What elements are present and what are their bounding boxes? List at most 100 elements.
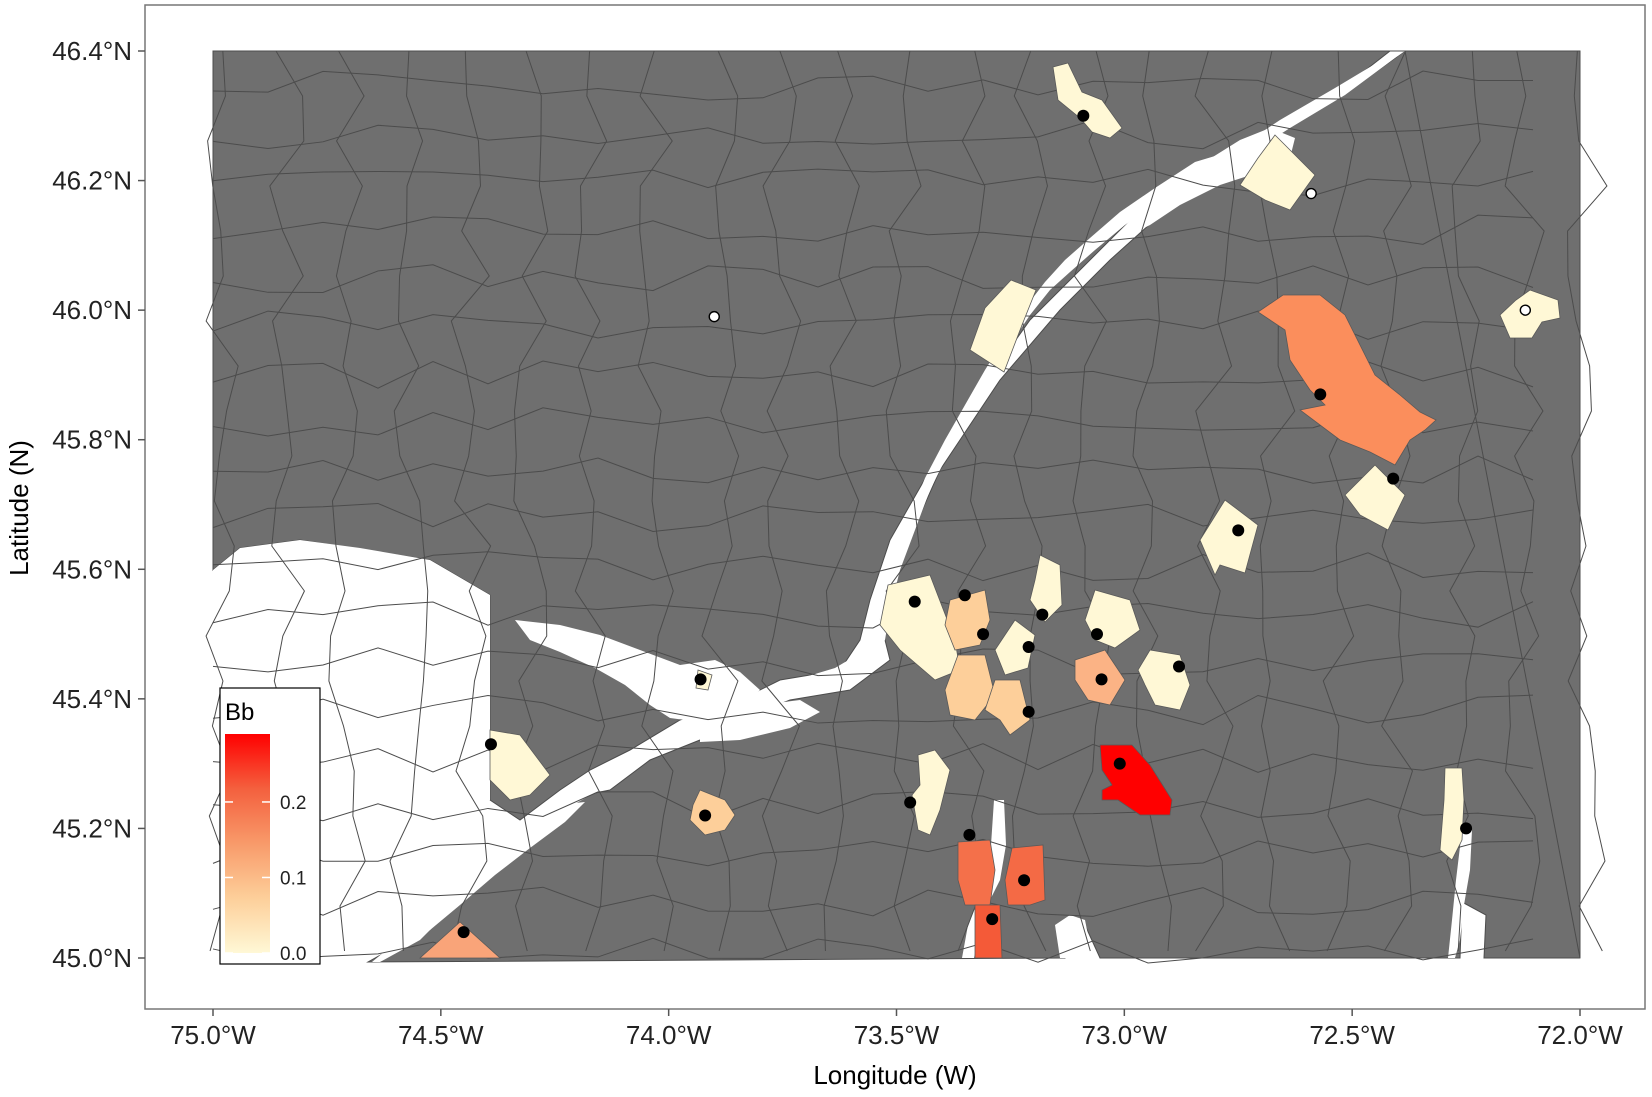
site-point-positive bbox=[958, 589, 971, 602]
boundary-line bbox=[389, 50, 429, 952]
y-tick-label: 45.0°N bbox=[52, 943, 132, 973]
x-tick-label: 75.0°W bbox=[170, 1020, 256, 1050]
region-m3 bbox=[944, 654, 996, 721]
x-tick-label: 72.5°W bbox=[1309, 1020, 1395, 1050]
boundary-line bbox=[212, 937, 1534, 964]
region-m7 bbox=[957, 839, 996, 906]
lake-memphremagog bbox=[1448, 830, 1472, 958]
y-tick-label: 46.2°N bbox=[52, 166, 132, 196]
x-tick-label: 73.5°W bbox=[854, 1020, 940, 1050]
site-point-positive bbox=[977, 628, 990, 641]
site-point-positive bbox=[1022, 705, 1035, 718]
y-tick-label: 45.2°N bbox=[52, 813, 132, 843]
site-point-negative bbox=[1305, 187, 1317, 200]
region-m4 bbox=[984, 679, 1031, 736]
lake-champlain bbox=[962, 800, 1006, 958]
legend-ticks: 0.0 0.1 0.2 bbox=[225, 793, 306, 965]
site-point-positive bbox=[904, 796, 917, 809]
site-point-positive bbox=[457, 926, 470, 939]
site-point-positive bbox=[1090, 628, 1103, 641]
legend-colorbar bbox=[225, 734, 270, 953]
lac-saint-louis bbox=[700, 700, 820, 742]
boundary-line bbox=[212, 502, 1534, 533]
x-tick-label: 74.0°W bbox=[626, 1020, 712, 1050]
site-point-positive bbox=[1314, 388, 1327, 401]
boundary-line bbox=[1567, 50, 1608, 952]
y-tick-label: 45.8°N bbox=[52, 425, 132, 455]
boundary-line bbox=[212, 455, 1534, 484]
boundary-line bbox=[212, 214, 1534, 245]
boundary-line bbox=[212, 838, 1534, 867]
boundary-line bbox=[1258, 50, 1296, 952]
boundary-line bbox=[1194, 50, 1236, 952]
boundary-line bbox=[212, 264, 1534, 294]
missisquoi-bay bbox=[1055, 915, 1090, 958]
boundary-line bbox=[212, 70, 1534, 101]
boundary-line bbox=[949, 50, 987, 952]
boundary-line bbox=[1446, 50, 1481, 952]
site-point-positive bbox=[1018, 874, 1031, 887]
region-t15 bbox=[1439, 767, 1465, 861]
region-t4 bbox=[1499, 289, 1561, 339]
boundary-line bbox=[513, 50, 549, 952]
lac-saint-pierre bbox=[1130, 128, 1295, 235]
site-point-positive bbox=[986, 913, 999, 926]
site-point-positive bbox=[1022, 641, 1035, 654]
y-tick-label: 45.4°N bbox=[52, 684, 132, 714]
region-m1 bbox=[1257, 294, 1437, 466]
region-t7 bbox=[1029, 554, 1063, 623]
boundary-line bbox=[637, 50, 674, 952]
x-tick-label: 73.0°W bbox=[1082, 1020, 1168, 1050]
bb-legend: Bb 0.0 0.1 0.2 bbox=[219, 687, 321, 965]
legend-tick-label: 0.0 bbox=[280, 944, 306, 965]
site-point-negative bbox=[708, 310, 720, 323]
boundary-line bbox=[450, 50, 492, 952]
site-point-positive bbox=[484, 738, 497, 751]
region-m6 bbox=[689, 789, 736, 836]
boundary-line bbox=[328, 50, 366, 952]
legend-title: Bb bbox=[225, 699, 254, 726]
site-point-positive bbox=[1232, 524, 1245, 537]
region-m9 bbox=[974, 904, 1003, 959]
boundary-line bbox=[212, 551, 1534, 582]
site-point-positive bbox=[1387, 472, 1400, 485]
site-point-positive bbox=[908, 595, 921, 608]
boundary-line bbox=[212, 647, 1534, 677]
x-tick-label: 74.5°W bbox=[398, 1020, 484, 1050]
region-t3 bbox=[969, 279, 1037, 373]
boundary-line bbox=[212, 790, 1534, 822]
site-point-positive bbox=[1113, 757, 1126, 770]
site-point-positive bbox=[1036, 608, 1049, 621]
lake-st-francis bbox=[410, 802, 585, 940]
region-t14 bbox=[911, 749, 951, 836]
site-point-positive bbox=[694, 673, 707, 686]
y-tick-label: 46.0°N bbox=[52, 295, 132, 325]
region-t10 bbox=[994, 619, 1036, 676]
boundary-line bbox=[1011, 50, 1048, 952]
legend-tick-label: 0.2 bbox=[280, 793, 306, 814]
site-point-positive bbox=[1077, 109, 1090, 122]
boundary-line bbox=[574, 50, 613, 952]
site-point-positive bbox=[1173, 660, 1186, 673]
boundary-line bbox=[212, 694, 1534, 726]
site-point-negative bbox=[1519, 304, 1532, 316]
sampling-sites bbox=[457, 109, 1532, 939]
boundary-line bbox=[1072, 50, 1111, 952]
site-point-positive bbox=[699, 809, 712, 822]
y-axis-title: Latitude (N) bbox=[4, 440, 34, 576]
boundary-line bbox=[761, 50, 802, 952]
lac-des-deux-montagnes bbox=[515, 620, 760, 722]
site-point-positive bbox=[963, 828, 976, 841]
boundary-line bbox=[205, 50, 239, 952]
boundary-line bbox=[212, 407, 1534, 437]
legend-tick-label: 0.1 bbox=[280, 868, 306, 889]
y-tick-label: 46.4°N bbox=[52, 36, 132, 66]
boundary-line bbox=[1504, 50, 1545, 952]
boundary-line bbox=[212, 119, 1534, 150]
x-tick-label: 72.0°W bbox=[1537, 1020, 1623, 1050]
site-point-positive bbox=[1095, 673, 1108, 686]
region-t9 bbox=[879, 574, 961, 681]
region-t1 bbox=[1052, 62, 1123, 139]
boundary-line bbox=[212, 886, 1534, 917]
